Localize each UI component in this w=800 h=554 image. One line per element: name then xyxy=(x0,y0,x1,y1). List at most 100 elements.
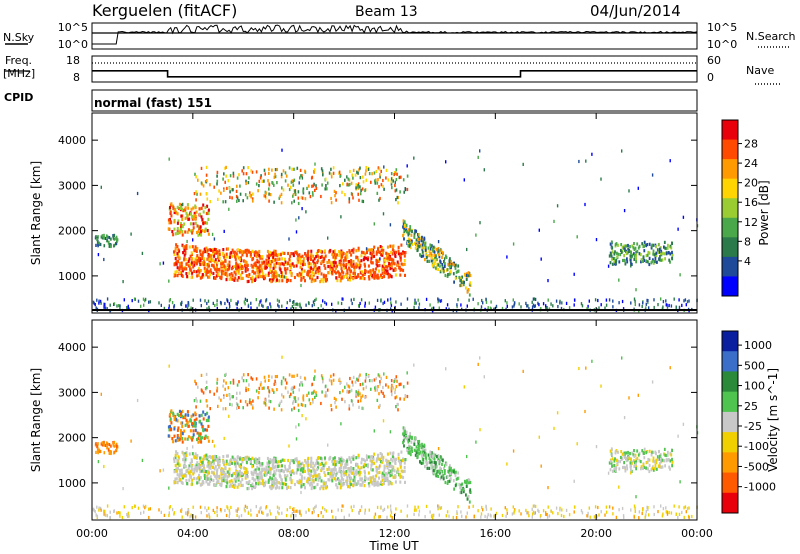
power-cell-46 xyxy=(314,298,316,303)
velocity-cell-454 xyxy=(352,469,355,473)
velocity-cell-1317 xyxy=(347,485,349,489)
velocity-cell-2294 xyxy=(648,469,651,474)
velocity-cell-931 xyxy=(261,468,264,473)
velocity-cell-169 xyxy=(297,510,299,514)
power-cell-238 xyxy=(525,301,527,305)
velocity-cell-2383 xyxy=(657,457,659,461)
power-cell-1514 xyxy=(199,212,201,216)
cpid-label: CPID xyxy=(4,91,33,104)
power-cell-1865 xyxy=(291,179,294,183)
power-cell-1755 xyxy=(361,199,364,203)
velocity-cell-1839 xyxy=(205,380,208,384)
power-cell-2487 xyxy=(298,181,300,185)
beam-label: Beam 13 xyxy=(355,4,418,20)
velocity-cell-124 xyxy=(142,504,145,508)
velocity-cell-1710 xyxy=(273,382,276,386)
velocity-cell-806 xyxy=(375,459,378,463)
velocity-cell-1081 xyxy=(275,459,277,464)
velocity-cell-582 xyxy=(315,458,318,463)
power-cell-1166 xyxy=(196,247,199,251)
power-cell-285 xyxy=(532,303,535,307)
velocity-cell-413 xyxy=(333,465,336,469)
power-cell-2230 xyxy=(430,244,433,248)
velocity-cell-175 xyxy=(228,509,231,513)
power-cell-1524 xyxy=(197,233,200,237)
velocity-cell-367 xyxy=(163,513,166,517)
power-cell-1028 xyxy=(306,272,309,276)
velocity-cell-132 xyxy=(216,513,218,518)
power-cell-1650 xyxy=(197,178,199,182)
frequency-frame xyxy=(91,55,698,83)
velocity-cell-2214 xyxy=(406,437,408,441)
velocity-cell-2313 xyxy=(618,467,621,471)
power-cell-1473 xyxy=(208,264,211,268)
power-cell-2381 xyxy=(627,243,629,248)
power-cell-1460 xyxy=(222,252,225,256)
velocity-cell-1851 xyxy=(291,374,293,378)
velocity-cell-900 xyxy=(334,474,337,478)
velocity-cell-1274 xyxy=(382,455,385,459)
power-cell-509 xyxy=(201,256,204,260)
velocity-cell-27 xyxy=(647,507,649,512)
velocity-cell-1595 xyxy=(184,423,187,427)
velocity-cell-1409 xyxy=(277,460,280,464)
power-cell-2498 xyxy=(382,212,385,216)
power-cell-1391 xyxy=(339,250,342,255)
velocity-cell-1403 xyxy=(387,463,390,467)
power-cell-1104 xyxy=(201,275,204,279)
power-cell-1965 xyxy=(112,236,115,240)
power-cell-903 xyxy=(320,278,323,282)
power-cell-29 xyxy=(608,298,611,302)
velocity-cell-2388 xyxy=(635,467,637,471)
power-cell-1567 xyxy=(192,216,195,221)
power-cell-1050 xyxy=(203,263,206,267)
power-cell-1173 xyxy=(261,272,264,276)
velocity-cell-1121 xyxy=(240,465,243,470)
power-cell-1843 xyxy=(359,185,361,189)
velocity-cell-270 xyxy=(293,507,295,511)
velocity-cell-2137 xyxy=(411,436,413,441)
velocity-cell-1647 xyxy=(357,389,360,393)
power-cell-2463 xyxy=(130,232,132,236)
velocity-cell-1812 xyxy=(255,377,258,381)
velocity-cell-1784 xyxy=(339,381,341,385)
power-cell-1309 xyxy=(176,245,179,249)
velocity-cell-889 xyxy=(231,484,234,488)
power-cell-1139 xyxy=(384,269,387,273)
velocity-cell-1853 xyxy=(325,391,327,395)
velocity-cell-1971 xyxy=(101,441,104,445)
power-cell-1653 xyxy=(362,175,364,179)
power-cell-1003 xyxy=(273,263,276,267)
velocity-cell-1429 xyxy=(213,454,216,458)
velocity-cell-1800 xyxy=(227,386,230,390)
velocity-cell-1924 xyxy=(280,382,283,386)
power-cell-1863 xyxy=(292,183,295,187)
power-colorbar-swatch-3 xyxy=(722,178,738,199)
power-cell-1519 xyxy=(198,225,201,229)
power-cell-1397 xyxy=(348,260,351,264)
velocity-cell-1881 xyxy=(209,390,211,394)
velocity-cell-1479 xyxy=(256,476,259,480)
power-cell-135 xyxy=(534,297,537,301)
power-cell-1305 xyxy=(247,279,250,283)
power-cell-722 xyxy=(297,259,300,263)
power-cell-2168 xyxy=(453,280,455,284)
power-cell-1465 xyxy=(201,273,204,277)
power-cell-1598 xyxy=(207,208,210,212)
velocity-cell-2170 xyxy=(446,481,449,485)
velocity-cell-834 xyxy=(253,458,256,462)
velocity-cell-1 xyxy=(278,512,280,516)
velocity-cell-1407 xyxy=(279,459,282,463)
power-cell-1587 xyxy=(203,229,206,233)
power-cell-266 xyxy=(265,299,267,303)
velocity-cell-2264 xyxy=(663,447,666,451)
velocity-cell-1713 xyxy=(248,400,251,405)
power-cell-1957 xyxy=(116,240,118,244)
power-cell-528 xyxy=(319,255,322,259)
power-cell-237 xyxy=(533,297,535,301)
power-cell-2133 xyxy=(454,277,457,281)
velocity-cell-1421 xyxy=(289,461,292,465)
power-cell-627 xyxy=(381,275,384,279)
power-cell-1688 xyxy=(320,194,322,199)
velocity-cell-1994 xyxy=(407,444,410,448)
